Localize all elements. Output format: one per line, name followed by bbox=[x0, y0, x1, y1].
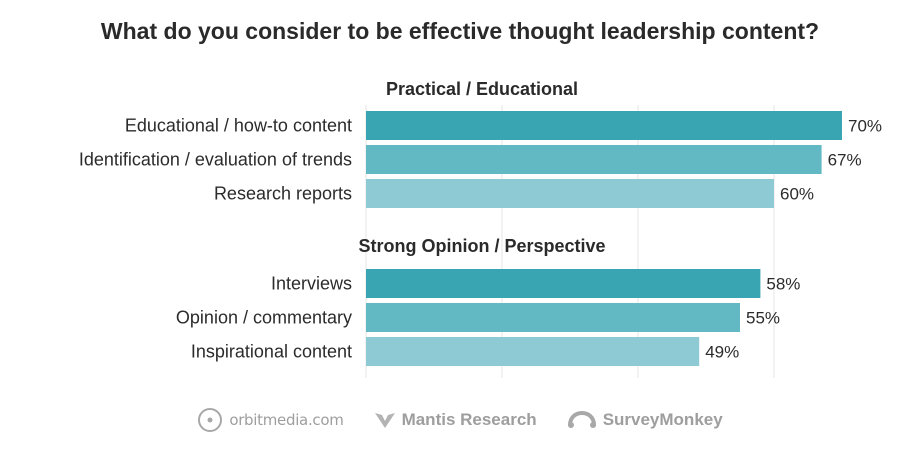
logo-surveymonkey: SurveyMonkey bbox=[567, 410, 723, 430]
category-label: Inspirational content bbox=[191, 342, 352, 362]
group-header: Strong Opinion / Perspective bbox=[358, 236, 605, 256]
bar bbox=[366, 111, 842, 140]
category-label: Interviews bbox=[271, 274, 352, 294]
category-label: Identification / evaluation of trends bbox=[79, 150, 352, 170]
value-label: 58% bbox=[766, 275, 800, 294]
value-label: 60% bbox=[780, 185, 814, 204]
logo-mantis-text: Mantis Research bbox=[401, 410, 537, 429]
bar bbox=[366, 337, 700, 366]
group-header: Practical / Educational bbox=[386, 79, 578, 99]
logo-orbitmedia-text: orbitmedia.com bbox=[229, 411, 344, 429]
chart-title: What do you consider to be effective tho… bbox=[100, 18, 820, 44]
mantis-icon bbox=[374, 413, 395, 428]
bar bbox=[366, 269, 761, 298]
category-label: Research reports bbox=[214, 184, 352, 204]
value-label: 55% bbox=[746, 309, 780, 328]
logo-surveymonkey-text: SurveyMonkey bbox=[602, 410, 723, 429]
category-label: Educational / how-to content bbox=[125, 116, 352, 136]
value-label: 70% bbox=[848, 117, 882, 136]
bar-chart: Practical / Educational Educational / how… bbox=[79, 79, 882, 378]
value-label: 67% bbox=[828, 151, 862, 170]
footer-logos: orbitmedia.com Mantis Research SurveyMon… bbox=[0, 400, 920, 440]
bar bbox=[366, 179, 774, 208]
logo-orbitmedia: orbitmedia.com bbox=[197, 407, 344, 433]
value-label: 49% bbox=[705, 343, 739, 362]
logo-mantis: Mantis Research bbox=[374, 410, 537, 430]
surveymonkey-icon bbox=[567, 410, 596, 428]
orbit-circle-icon bbox=[198, 408, 223, 432]
category-label: Opinion / commentary bbox=[176, 308, 352, 328]
bar bbox=[366, 303, 740, 332]
bar bbox=[366, 145, 822, 174]
